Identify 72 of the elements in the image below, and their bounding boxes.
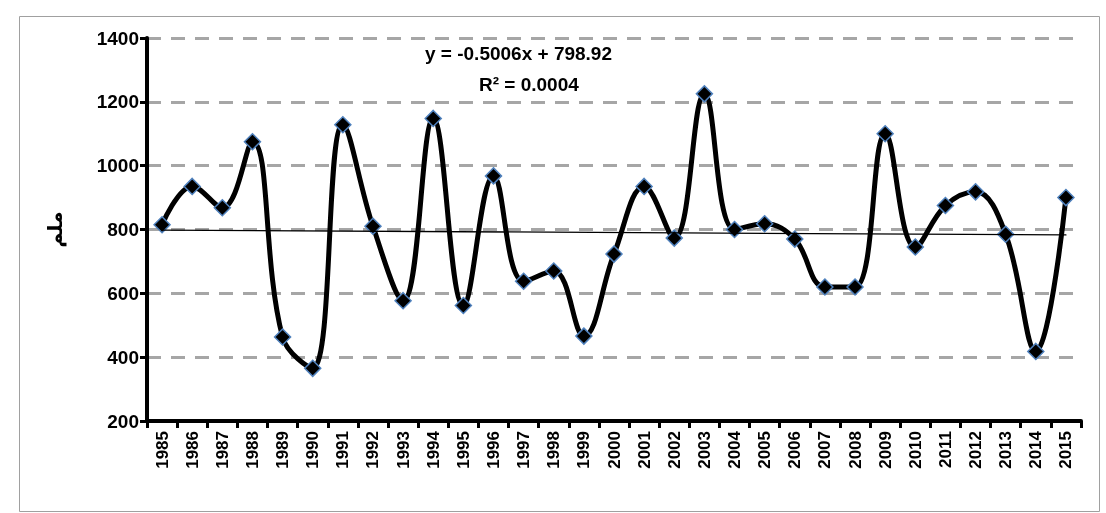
annotation: y = -0.5006x + 798.92 bbox=[425, 43, 612, 64]
point bbox=[695, 85, 714, 103]
y-tick-label: 800 bbox=[107, 219, 139, 240]
point bbox=[876, 125, 894, 143]
point bbox=[544, 262, 563, 280]
x-tick-label: 2011 bbox=[935, 431, 955, 468]
x-tick-label: 1987 bbox=[212, 431, 232, 469]
y-tick-label: 200 bbox=[107, 410, 139, 432]
point bbox=[1057, 188, 1075, 207]
x-tick-label: 2000 bbox=[604, 431, 624, 469]
point bbox=[243, 132, 262, 151]
x-tick-label: 2007 bbox=[815, 431, 835, 469]
point bbox=[755, 215, 774, 233]
point bbox=[966, 183, 985, 201]
point bbox=[303, 359, 322, 378]
x-tick-label: 2010 bbox=[905, 431, 925, 469]
y-axis-title: ملم bbox=[43, 211, 67, 248]
point bbox=[665, 229, 684, 247]
x-tick-label: 1991 bbox=[333, 431, 353, 469]
point bbox=[213, 199, 232, 217]
x-tick-label: 1988 bbox=[242, 431, 262, 469]
point bbox=[936, 196, 955, 215]
x-tick-label: 1994 bbox=[423, 430, 443, 469]
x-tick-label: 2006 bbox=[785, 431, 805, 469]
x-tick-label: 1989 bbox=[273, 431, 293, 469]
x-tick-label: 1985 bbox=[152, 431, 172, 469]
x-tick-label: 2012 bbox=[966, 431, 986, 469]
x-tick-label: 2004 bbox=[725, 430, 745, 469]
x-tick-label: 2002 bbox=[664, 431, 684, 469]
point bbox=[183, 177, 201, 196]
point bbox=[846, 278, 864, 296]
x-tick-label: 1999 bbox=[574, 431, 594, 469]
point bbox=[153, 215, 171, 234]
x-tick-label: 1986 bbox=[182, 431, 202, 469]
point bbox=[575, 327, 593, 345]
point bbox=[484, 167, 503, 185]
point bbox=[816, 278, 834, 296]
point bbox=[454, 296, 473, 315]
y-tick-label: 1000 bbox=[96, 155, 139, 177]
point bbox=[424, 109, 442, 128]
x-tick-label: 2005 bbox=[755, 431, 775, 469]
y-tick-label: 1400 bbox=[96, 27, 139, 49]
x-tick-label: 2003 bbox=[694, 431, 714, 469]
x-tick-label: 1998 bbox=[544, 431, 564, 469]
x-tick-label: 2015 bbox=[1056, 431, 1076, 469]
y-tick-label: 1200 bbox=[96, 91, 139, 113]
point bbox=[786, 230, 804, 248]
point bbox=[635, 177, 653, 196]
x-tick-label: 1992 bbox=[363, 431, 383, 469]
point bbox=[605, 245, 623, 263]
x-tick-label: 1997 bbox=[514, 431, 534, 469]
point bbox=[906, 238, 925, 256]
x-tick-label: 2009 bbox=[875, 431, 895, 469]
point bbox=[273, 328, 292, 346]
x-tick-label: 1990 bbox=[303, 431, 323, 469]
point bbox=[394, 291, 412, 310]
x-tick-label: 1996 bbox=[483, 431, 503, 469]
point bbox=[996, 225, 1015, 244]
annotation: R² = 0.0004 bbox=[479, 74, 580, 95]
point bbox=[364, 217, 382, 236]
x-tick-label: 2008 bbox=[845, 431, 865, 469]
x-tick-label: 2013 bbox=[996, 431, 1016, 469]
point bbox=[334, 116, 352, 134]
y-tick-label: 600 bbox=[107, 282, 139, 304]
x-tick-label: 2014 bbox=[1026, 430, 1046, 469]
y-tick-label: 400 bbox=[107, 346, 139, 368]
point bbox=[725, 220, 744, 239]
point bbox=[514, 272, 533, 290]
x-tick-label: 2001 bbox=[634, 431, 654, 469]
x-tick-label: 1995 bbox=[453, 431, 473, 469]
x-tick-label: 1993 bbox=[393, 431, 413, 469]
point bbox=[1027, 342, 1045, 361]
